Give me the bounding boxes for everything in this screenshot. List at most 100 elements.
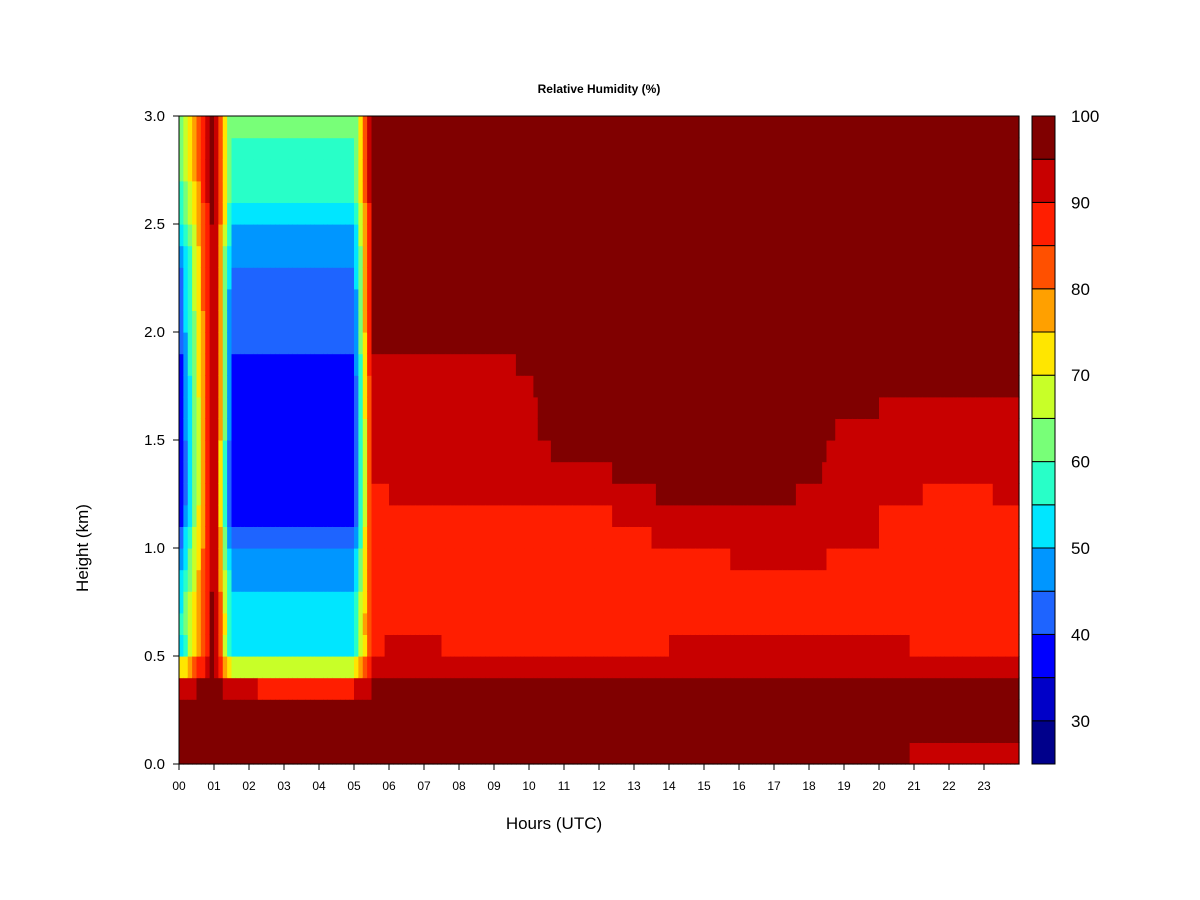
heatmap-cell (485, 396, 491, 419)
heatmap-cell (542, 699, 548, 722)
heatmap-cell (305, 677, 311, 700)
heatmap-cell (896, 288, 902, 311)
heatmap-cell (253, 504, 259, 527)
heatmap-cell (218, 591, 224, 614)
heatmap-cell (603, 699, 609, 722)
heatmap-cell (734, 526, 740, 549)
heatmap-cell (721, 202, 727, 225)
heatmap-cell (743, 310, 749, 333)
heatmap-cell (673, 742, 679, 765)
heatmap-cell (848, 591, 854, 614)
heatmap-cell (852, 116, 858, 139)
heatmap-cell (900, 288, 906, 311)
heatmap-cell (892, 440, 898, 463)
heatmap-cell (607, 202, 613, 225)
heatmap-cell (660, 353, 666, 376)
heatmap-cell (511, 612, 517, 635)
heatmap-cell (402, 353, 408, 376)
heatmap-cell (485, 591, 491, 614)
heatmap-cell (857, 353, 863, 376)
heatmap-cell (673, 677, 679, 700)
heatmap-cell (489, 116, 495, 139)
heatmap-cell (620, 742, 626, 765)
heatmap-cell (677, 159, 683, 182)
heatmap-cell (664, 288, 670, 311)
heatmap-cell (542, 548, 548, 571)
heatmap-cell (310, 396, 316, 419)
heatmap-cell (507, 159, 513, 182)
heatmap-cell (257, 288, 263, 311)
heatmap-cell (476, 483, 482, 506)
heatmap-cell (642, 742, 648, 765)
heatmap-cell (629, 332, 635, 355)
heatmap-cell (428, 159, 434, 182)
heatmap-cell (581, 137, 587, 160)
heatmap-cell (782, 526, 788, 549)
heatmap-cell (572, 569, 578, 592)
heatmap-cell (765, 720, 771, 743)
heatmap-cell (284, 677, 289, 700)
heatmap-cell (240, 353, 246, 376)
heatmap-cell (432, 332, 438, 355)
heatmap-cell (704, 353, 709, 376)
heatmap-cell (192, 375, 198, 398)
heatmap-cell (664, 569, 670, 592)
heatmap-cell (476, 116, 482, 139)
heatmap-cell (209, 418, 215, 441)
heatmap-cell (459, 180, 464, 203)
heatmap-cell (590, 224, 596, 247)
heatmap-cell (266, 353, 272, 376)
heatmap-cell (450, 288, 456, 311)
heatmap-cell (380, 180, 386, 203)
heatmap-cell (323, 310, 329, 333)
heatmap-cell (879, 526, 884, 549)
heatmap-cell (861, 332, 867, 355)
heatmap-cell (774, 569, 779, 592)
heatmap-cell (183, 116, 189, 139)
heatmap-cell (559, 548, 565, 571)
heatmap-cell (852, 656, 858, 679)
heatmap-cell (782, 288, 788, 311)
heatmap-cell (362, 612, 368, 635)
heatmap-cell (791, 418, 797, 441)
heatmap-cell (852, 375, 858, 398)
heatmap-cell (568, 720, 574, 743)
heatmap-cell (865, 418, 871, 441)
heatmap-cell (848, 504, 854, 527)
heatmap-cell (620, 396, 626, 419)
heatmap-cell (205, 375, 211, 398)
heatmap-cell (690, 288, 696, 311)
heatmap-cell (660, 310, 666, 333)
heatmap-cell (629, 180, 635, 203)
heatmap-cell (760, 116, 766, 139)
heatmap-cell (284, 267, 289, 290)
heatmap-cell (489, 159, 495, 182)
heatmap-cell (655, 159, 661, 182)
heatmap-cell (813, 202, 819, 225)
heatmap-cell (445, 461, 451, 484)
heatmap-cell (743, 159, 749, 182)
heatmap-cell (511, 116, 517, 139)
heatmap-cell (612, 137, 618, 160)
heatmap-cell (262, 116, 268, 139)
heatmap-cell (695, 677, 701, 700)
heatmap-cell (393, 137, 399, 160)
heatmap-cell (774, 656, 779, 679)
heatmap-cell (585, 569, 591, 592)
heatmap-cell (879, 461, 884, 484)
heatmap-cell (752, 288, 758, 311)
heatmap-cell (257, 159, 263, 182)
heatmap-cell (782, 440, 788, 463)
heatmap-cell (743, 137, 749, 160)
heatmap-cell (424, 699, 429, 722)
heatmap-cell (397, 548, 403, 571)
heatmap-cell (314, 720, 320, 743)
heatmap-cell (861, 288, 867, 311)
heatmap-cell (712, 677, 718, 700)
heatmap-cell (288, 353, 294, 376)
heatmap-cell (345, 656, 351, 679)
heatmap-cell (235, 245, 241, 268)
heatmap-cell (358, 353, 364, 376)
heatmap-cell (664, 267, 670, 290)
heatmap-cell (284, 375, 289, 398)
